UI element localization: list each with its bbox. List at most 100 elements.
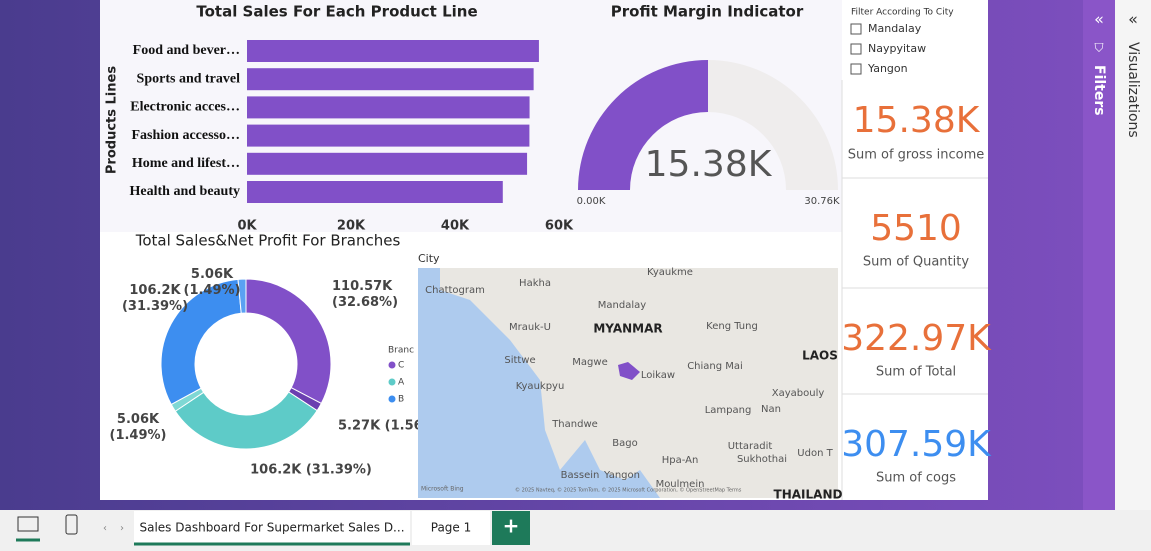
data-label-line: 110.57K [332, 279, 393, 294]
map-label: Hpa-An [662, 455, 699, 466]
checkbox[interactable] [850, 63, 862, 75]
bar [247, 96, 530, 119]
card-label: Sum of Total [876, 365, 956, 380]
map-label: Moulmein [656, 479, 705, 490]
tab-label[interactable]: Page 1 [431, 521, 472, 535]
data-label-line: 5.06K [191, 267, 234, 282]
visualizations-pane[interactable] [1115, 0, 1151, 510]
card-value: 322.97K [841, 318, 992, 359]
filters-label[interactable]: Filters [1091, 65, 1107, 116]
map-label: LAOS [802, 349, 838, 363]
bar [247, 124, 530, 147]
filter-icon: ⛉ [1094, 41, 1103, 55]
legend-label[interactable]: A [398, 378, 405, 388]
y-tick-label: Food and bever… [133, 43, 240, 58]
y-tick-label: Health and beauty [130, 184, 240, 199]
map-brand: Microsoft Bing [421, 486, 464, 493]
nav-next[interactable]: › [120, 523, 124, 534]
map-label: Magwe [572, 357, 607, 368]
checkbox[interactable] [850, 43, 862, 55]
map-label: Hakha [519, 278, 551, 289]
bar [247, 40, 539, 62]
desktop-icon[interactable] [17, 516, 39, 532]
data-label-line: 5.06K [117, 412, 160, 427]
x-tick-label: 20K [337, 219, 366, 234]
map-label: Bassein [561, 470, 600, 481]
y-tick-label: Sports and travel [137, 71, 241, 86]
map-label: Sukhothai [737, 454, 787, 465]
map-region [618, 362, 640, 380]
checkbox[interactable] [850, 23, 862, 35]
legend-label[interactable]: C [398, 361, 404, 371]
y-tick-label: Fashion accesso… [132, 128, 241, 143]
donut-slice [174, 391, 318, 450]
data-label: 5.06K (1.49%) [110, 412, 167, 443]
y-axis-title: Products Lines [105, 66, 120, 174]
card-value: 307.59K [841, 424, 992, 465]
data-label-line: (1.49%) [184, 283, 241, 298]
tab [412, 511, 490, 545]
card-value: 5510 [870, 208, 962, 249]
tab-active [134, 511, 410, 545]
legend-marker [388, 395, 396, 403]
map-label: Udon T [797, 448, 833, 459]
add-tab[interactable] [492, 511, 530, 545]
x-tick-label: 40K [441, 219, 470, 234]
donut-slice [245, 278, 332, 405]
data-label: 106.2K (31.39%) [122, 283, 188, 314]
map-label: Uttaradit [728, 441, 773, 452]
data-label-line: (32.68%) [332, 295, 398, 310]
data-label-line: 106.2K [129, 283, 181, 298]
chart-title: Total Sales For Each Product Line [196, 3, 477, 21]
phone-icon[interactable] [65, 514, 78, 535]
collapse-icon[interactable]: « [1128, 10, 1138, 29]
filter-option[interactable]: Yangon [867, 62, 908, 75]
collapse-icon[interactable]: « [1094, 10, 1104, 29]
data-label: 106.2K (31.39%) [250, 463, 372, 478]
filter-title: Filter According To City [851, 8, 954, 18]
filter-option[interactable]: Naypyitaw [868, 42, 926, 55]
gauge-range-label: 0.00K [577, 196, 606, 207]
map-label: Chiang Mai [687, 361, 743, 372]
x-tick-label: 0K [237, 219, 257, 234]
y-tick-label: Home and lifest… [132, 156, 240, 171]
map-attribution: © 2025 Navteq, © 2025 TomTom, © 2025 Mic… [515, 487, 742, 494]
map-land [440, 268, 838, 498]
nav-prev[interactable]: ‹ [103, 523, 107, 534]
add-tab-label[interactable]: + [503, 514, 520, 538]
card-value: 15.38K [853, 100, 981, 141]
map-label: Chattogram [425, 285, 485, 296]
map-label: Loikaw [641, 370, 675, 381]
data-label-line: (31.39%) [122, 299, 188, 314]
visualizations-label[interactable]: Visualizations [1125, 42, 1141, 138]
chart-title: Profit Margin Indicator [611, 3, 804, 21]
map-label: Yangon [603, 470, 640, 481]
legend-label[interactable]: B [398, 395, 404, 405]
filters-pane[interactable] [1083, 0, 1115, 510]
bar [247, 152, 528, 175]
x-tick-label: 60K [545, 219, 574, 234]
map-label: Mandalay [598, 300, 646, 311]
gauge-range-label: 30.76K [804, 196, 840, 207]
gauge-label: 15.38K [645, 144, 773, 185]
map-label: Sittwe [504, 355, 535, 366]
legend-marker [388, 361, 396, 369]
map-label: THAILAND [774, 488, 843, 502]
bar [247, 181, 503, 203]
map-label: Kyaukme [647, 267, 693, 278]
map-label: Nan [761, 404, 781, 415]
map-label: Mrauk-U [509, 322, 551, 333]
map-label: Xayabouly [772, 388, 825, 399]
map-label: Thandwe [551, 419, 598, 430]
donut-slice [237, 278, 247, 314]
legend-title: Branc [388, 346, 414, 356]
map-label: Kyaukpyu [516, 381, 565, 392]
tab-label[interactable]: Sales Dashboard For Supermarket Sales D.… [139, 521, 404, 535]
chart-title: Total Sales&Net Profit For Branches [135, 232, 401, 250]
filter-panel [844, 0, 984, 80]
card-label: Sum of gross income [848, 148, 985, 163]
data-label: 5.27K (1.56%) [338, 419, 442, 434]
filter-option[interactable]: Mandalay [868, 22, 922, 35]
map-label: Bago [612, 438, 637, 449]
